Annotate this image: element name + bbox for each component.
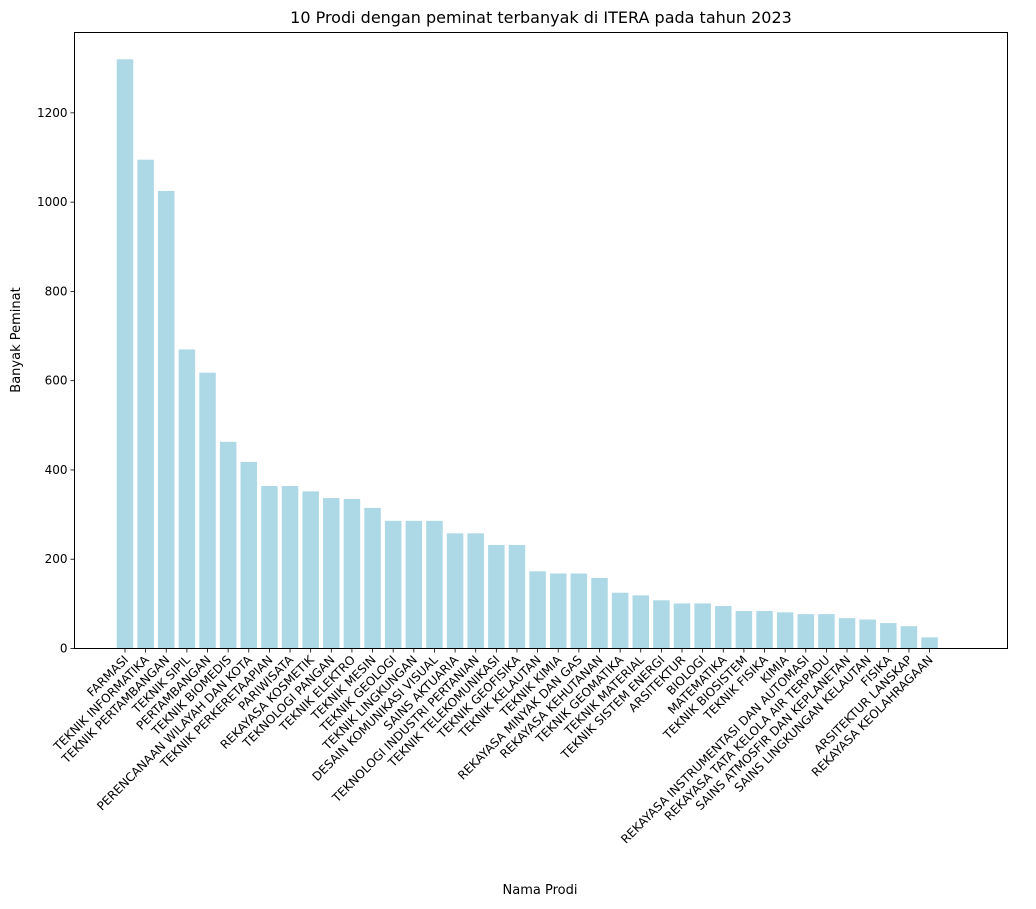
bar <box>921 637 938 649</box>
bars-group <box>116 59 938 649</box>
bar <box>859 619 876 649</box>
bar <box>219 441 237 649</box>
y-tick-label: 1000 <box>37 195 68 209</box>
bar <box>199 372 216 649</box>
bar <box>715 606 732 649</box>
bar <box>756 611 773 649</box>
bar <box>818 614 835 649</box>
bar <box>549 573 567 649</box>
bar <box>694 603 711 649</box>
y-tick-label: 1200 <box>37 106 68 120</box>
bar <box>137 159 154 649</box>
y-axis-title: Banyak Peminat <box>9 287 24 392</box>
y-tick-label: 0 <box>60 642 68 656</box>
bar <box>591 577 608 649</box>
y-axis-ticks: 0 200 400 600 800 1000 1200 <box>37 106 75 656</box>
bar <box>426 520 443 649</box>
bar <box>673 603 691 649</box>
bar <box>281 486 299 649</box>
bar <box>323 498 340 649</box>
bar <box>261 486 278 649</box>
chart-title: 10 Prodi dengan peminat terbanyak di ITE… <box>290 8 792 27</box>
bar <box>116 59 134 649</box>
bar <box>178 349 196 649</box>
bar <box>797 614 815 649</box>
bar <box>570 573 588 649</box>
bar <box>880 623 897 649</box>
bar <box>735 611 753 649</box>
bar <box>529 571 546 649</box>
y-tick-label: 600 <box>45 374 68 388</box>
y-tick-label: 200 <box>45 552 68 566</box>
y-tick-label: 400 <box>45 463 68 477</box>
bar <box>405 520 423 649</box>
bar <box>488 544 505 649</box>
bar <box>508 544 526 649</box>
y-tick-label: 800 <box>45 284 68 298</box>
bar <box>364 507 381 649</box>
bar <box>632 595 649 649</box>
bar <box>446 533 464 649</box>
bar <box>343 498 361 649</box>
bar <box>384 520 402 649</box>
bar <box>240 461 258 649</box>
bar <box>467 533 484 649</box>
bar <box>611 592 629 649</box>
bar <box>302 491 319 649</box>
bar <box>838 618 856 649</box>
bar <box>158 190 175 649</box>
plot-frame <box>74 32 1008 649</box>
x-axis-title: Nama Prodi <box>503 883 578 898</box>
bar <box>776 612 794 649</box>
bar <box>900 626 918 649</box>
bar <box>653 600 670 649</box>
